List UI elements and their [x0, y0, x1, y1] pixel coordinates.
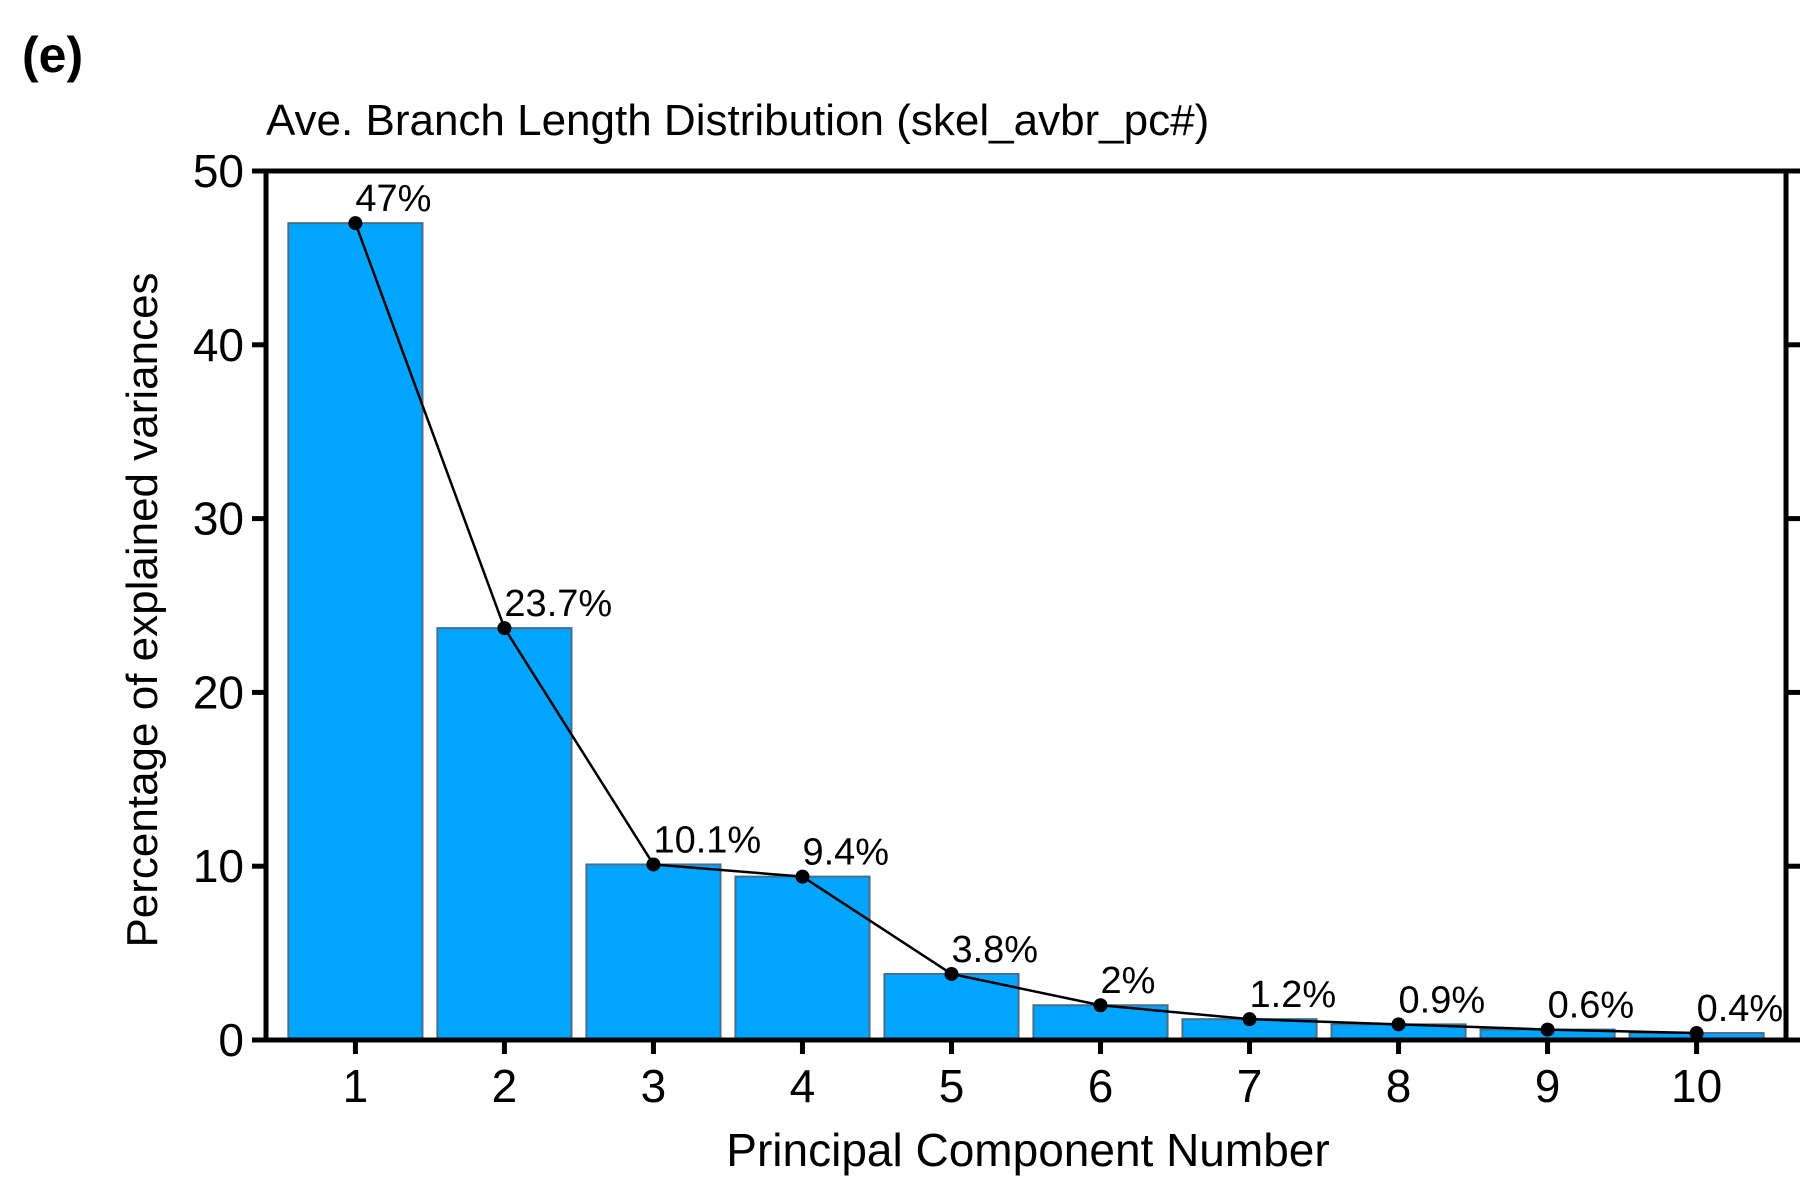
data-label: 47% [355, 178, 431, 220]
bar [585, 863, 722, 1041]
data-label: 10.1% [653, 819, 761, 861]
plot-area: 47% 23.7% 10.1% 9.4% 3.8% 2% 1.2% 0.9% 0.6% 0.4% 0… [193, 145, 1800, 1112]
y-tick-label: 10 [193, 840, 244, 892]
bar [734, 875, 871, 1041]
data-label: 2% [1101, 960, 1156, 1002]
data-label: 0.6% [1548, 985, 1635, 1027]
y-tick-label: 0 [218, 1014, 244, 1066]
x-tick-label: 6 [1088, 1060, 1114, 1112]
data-label: 0.9% [1399, 979, 1486, 1021]
bar [883, 972, 1020, 1041]
data-point [1242, 1012, 1257, 1027]
x-tick-label: 2 [492, 1060, 518, 1112]
data-point [1093, 998, 1108, 1013]
x-tick-label: 4 [790, 1060, 816, 1112]
data-point [646, 857, 661, 872]
x-tick-label: 8 [1386, 1060, 1412, 1112]
x-tick-label: 7 [1237, 1060, 1263, 1112]
x-axis-label: Principal Component Number [726, 1124, 1329, 1176]
x-tick-label: 1 [343, 1060, 369, 1112]
y-tick-label: 50 [193, 145, 244, 197]
y-tick-label: 30 [193, 493, 244, 545]
chart-title: Ave. Branch Length Distribution (skel_av… [266, 96, 1209, 145]
bar [436, 627, 573, 1041]
bar [287, 222, 424, 1041]
data-label: 9.4% [802, 832, 889, 874]
panel-label: (e) [22, 27, 83, 83]
x-tick-label: 10 [1671, 1060, 1722, 1112]
y-tick-label: 40 [193, 319, 244, 371]
data-point [1540, 1022, 1555, 1037]
data-point [348, 216, 363, 231]
data-point [1689, 1026, 1704, 1041]
y-axis-label: Percentage of explained variances [118, 272, 167, 947]
x-tick-label: 5 [939, 1060, 965, 1112]
y-tick-label: 20 [193, 666, 244, 718]
data-point [1391, 1017, 1406, 1032]
data-point [795, 869, 810, 884]
x-tick-label: 3 [641, 1060, 667, 1112]
data-label: 1.2% [1250, 974, 1337, 1016]
data-point [944, 966, 959, 981]
x-tick-label: 9 [1535, 1060, 1561, 1112]
data-label: 23.7% [504, 583, 612, 625]
data-label: 3.8% [951, 929, 1038, 971]
trend-line [354, 222, 1697, 1035]
data-point [497, 621, 512, 636]
data-label: 0.4% [1697, 988, 1784, 1030]
